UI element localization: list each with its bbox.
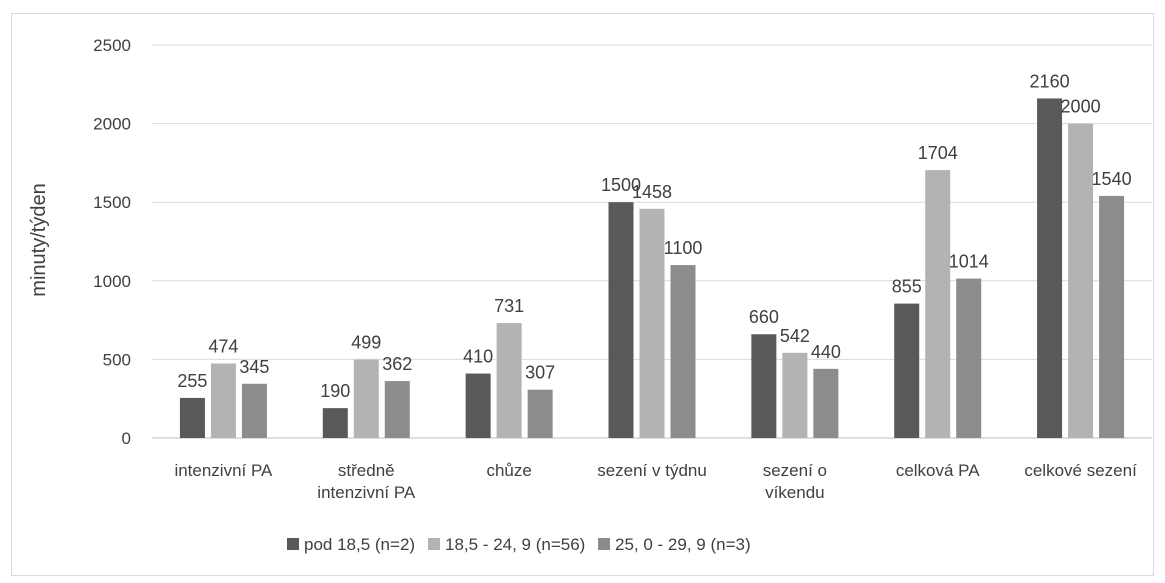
data-label: 307: [525, 363, 555, 383]
y-tick-label: 2000: [93, 115, 131, 134]
data-label: 855: [892, 277, 922, 297]
legend-label: 18,5 - 24, 9 (n=56): [445, 535, 585, 554]
data-label: 2000: [1061, 97, 1101, 117]
y-tick-label: 500: [103, 350, 131, 369]
gridlines: [152, 44, 1152, 439]
bar: [527, 389, 553, 438]
bar: [670, 265, 696, 438]
x-tick-label: chůze: [486, 461, 531, 480]
y-axis-label: minuty/týden: [28, 183, 50, 296]
data-label: 1500: [601, 175, 641, 195]
bar: [241, 383, 267, 438]
bar: [751, 334, 777, 438]
bar: [496, 323, 522, 438]
legend-swatch: [428, 538, 440, 550]
bar: [322, 408, 348, 438]
y-tick-label: 0: [122, 429, 131, 448]
x-tick-labels: intenzivní PA středně intenzivní PA chůze se…: [174, 461, 1137, 502]
bar: [1099, 195, 1125, 438]
bar: [210, 363, 236, 438]
bar: [813, 368, 839, 438]
bar: [608, 202, 634, 438]
y-tick-label: 1500: [93, 193, 131, 212]
bar: [353, 359, 379, 438]
bar: [1068, 123, 1094, 438]
data-label: 1458: [632, 182, 672, 202]
x-tick-label: středně intenzivní PA: [317, 461, 416, 502]
data-label: 1704: [918, 143, 958, 163]
bar: [179, 397, 205, 438]
data-label: 474: [208, 336, 238, 356]
bar: [384, 381, 410, 438]
legend-swatch: [287, 538, 299, 550]
data-label: 1540: [1092, 169, 1132, 189]
legend-label: pod 18,5 (n=2): [304, 535, 415, 554]
data-label: 190: [320, 381, 350, 401]
bar: [465, 373, 491, 438]
data-label: 1014: [949, 252, 989, 272]
bar: [1037, 98, 1063, 438]
bar: [925, 170, 951, 438]
y-tick-labels: 0 500 1000 1500 2000 2500: [93, 36, 131, 448]
legend: pod 18,5 (n=2) 18,5 - 24, 9 (n=56) 25, 0 -…: [287, 535, 751, 554]
x-tick-label: sezení v týdnu: [597, 461, 707, 480]
x-tick-label: intenzivní PA: [174, 461, 273, 480]
data-label: 410: [463, 347, 493, 367]
data-label: 499: [351, 333, 381, 353]
y-tick-label: 2500: [93, 36, 131, 55]
data-label: 542: [780, 326, 810, 346]
data-label: 660: [749, 307, 779, 327]
data-label: 440: [811, 342, 841, 362]
data-label: 255: [177, 371, 207, 391]
data-label: 1100: [664, 238, 703, 258]
bar: [956, 278, 982, 438]
data-label: 731: [494, 296, 524, 316]
legend-swatch: [598, 538, 610, 550]
bars: [179, 98, 1125, 438]
bar: [894, 303, 920, 438]
x-tick-label: celkové sezení: [1024, 461, 1137, 480]
x-tick-label: sezení o víkendu: [763, 461, 827, 502]
data-label: 2160: [1030, 71, 1070, 91]
data-label: 362: [382, 354, 412, 374]
x-tick-label: celková PA: [896, 461, 980, 480]
bar: [782, 352, 808, 438]
data-label: 345: [239, 357, 269, 377]
y-tick-label: 1000: [93, 272, 131, 291]
bar: [639, 208, 665, 438]
legend-label: 25, 0 - 29, 9 (n=3): [615, 535, 751, 554]
